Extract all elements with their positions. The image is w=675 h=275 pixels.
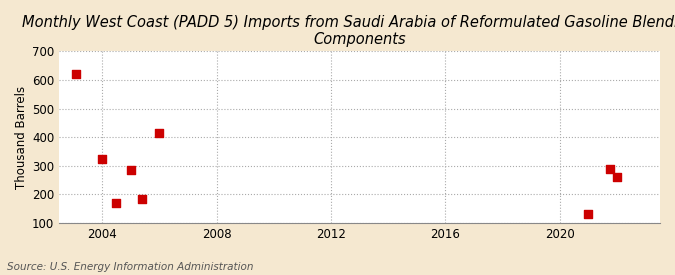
Point [111, 201, 122, 205]
Point [97, 156, 107, 161]
Title: Monthly West Coast (PADD 5) Imports from Saudi Arabia of Reformulated Gasoline B: Monthly West Coast (PADD 5) Imports from… [22, 15, 675, 47]
Point [137, 196, 148, 201]
Point [605, 166, 616, 171]
Y-axis label: Thousand Barrels: Thousand Barrels [15, 86, 28, 189]
Point [126, 168, 136, 172]
Point [154, 131, 165, 135]
Point [612, 175, 622, 179]
Point [583, 212, 594, 216]
Point [70, 72, 81, 76]
Text: Source: U.S. Energy Information Administration: Source: U.S. Energy Information Administ… [7, 262, 253, 272]
